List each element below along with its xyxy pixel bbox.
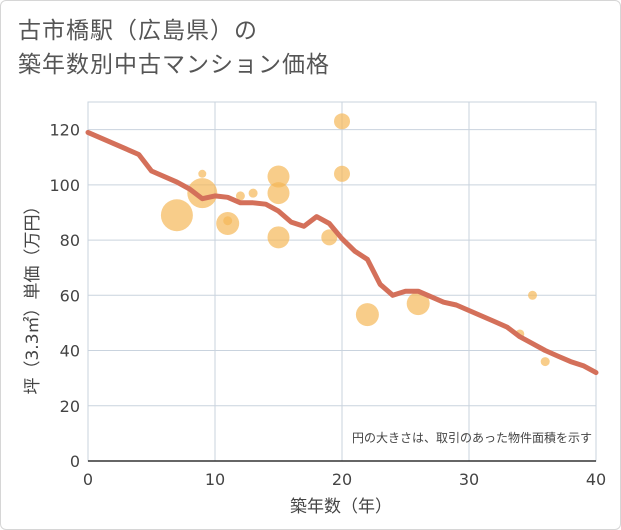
data-point [267, 165, 290, 188]
x-tick-label: 0 [83, 470, 93, 489]
chart-title: 古市橋駅（広島県）の 築年数別中古マンション価格 [18, 14, 330, 82]
chart-title-line2: 築年数別中古マンション価格 [18, 52, 330, 78]
y-tick-label: 0 [70, 452, 80, 471]
bubble-size-note: 円の大きさは、取引のあった物件面積を示す [352, 430, 592, 445]
data-point [248, 188, 258, 198]
data-point [267, 182, 290, 205]
data-point [334, 113, 350, 130]
grid-lines [87, 101, 597, 462]
data-point [198, 169, 207, 178]
y-tick-label: 40 [60, 342, 80, 361]
bubble-layer [160, 113, 550, 367]
y-tick-label: 100 [49, 176, 80, 195]
data-point [187, 178, 218, 209]
x-tick-label: 40 [586, 470, 606, 489]
data-point [235, 191, 245, 201]
y-tick-label: 120 [49, 121, 80, 140]
x-tick-label: 10 [205, 470, 225, 489]
y-tick-label: 60 [60, 286, 80, 305]
data-point [528, 290, 537, 300]
data-point [406, 292, 430, 316]
x-axis-title: 築年数（年） [290, 497, 392, 517]
y-tick-label: 80 [60, 231, 80, 250]
data-point [216, 212, 240, 236]
data-point [540, 357, 550, 367]
chart-title-line1: 古市橋駅（広島県）の [18, 18, 258, 44]
data-point [267, 226, 290, 249]
x-tick-label: 30 [459, 470, 479, 489]
data-point [355, 303, 379, 327]
y-axis-title: 坪（3.3㎡）単価（万円） [23, 197, 43, 394]
y-tick-label: 20 [60, 397, 80, 416]
axes: 0 10 20 30 40 0 20 40 60 80 100 120 [49, 121, 606, 489]
x-tick-label: 20 [332, 470, 352, 489]
trend-line [85, 129, 599, 376]
data-point [160, 199, 193, 232]
data-point [321, 229, 338, 246]
data-point [334, 165, 350, 182]
